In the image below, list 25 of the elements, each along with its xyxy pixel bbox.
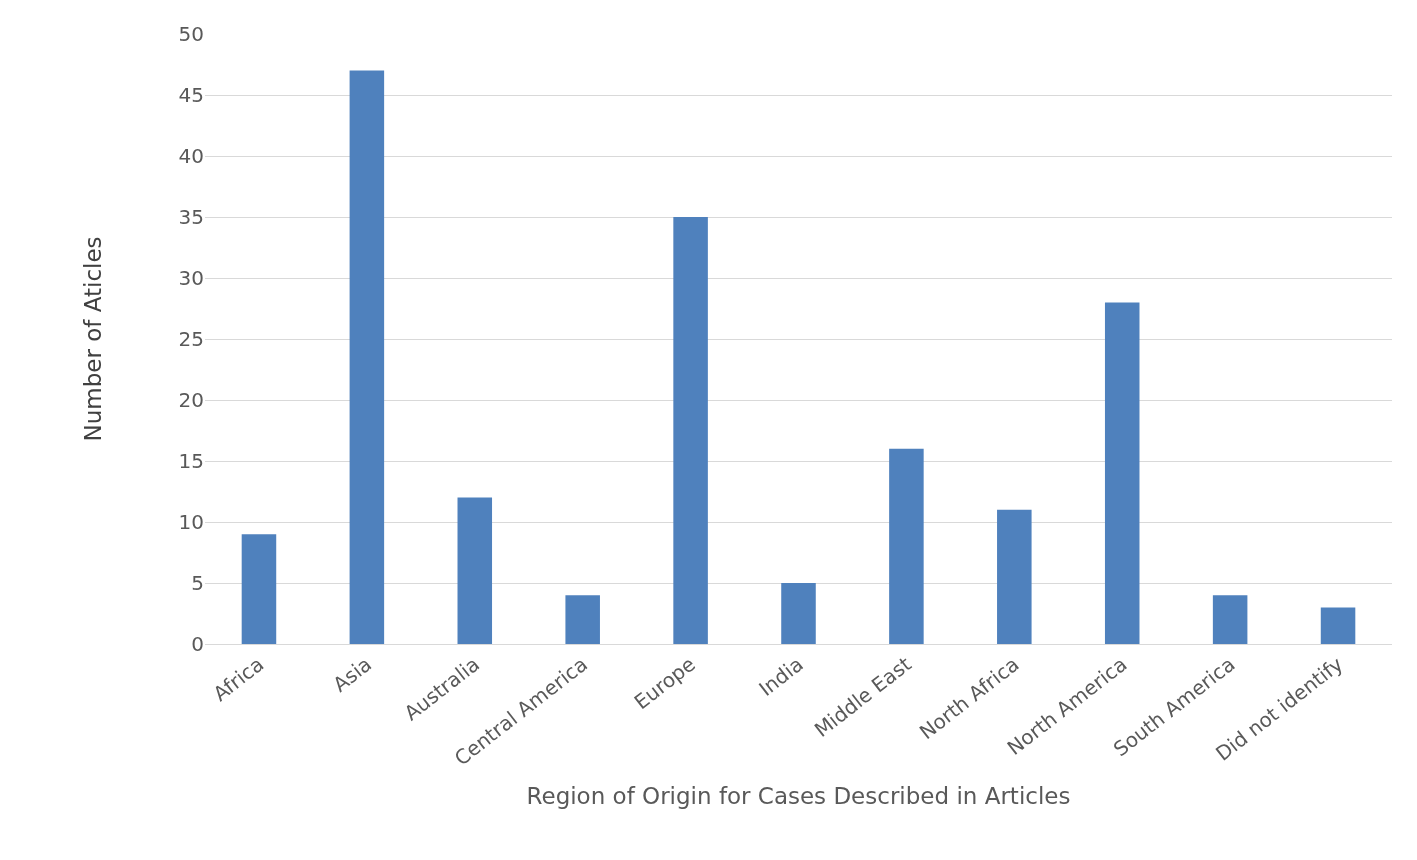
bar (997, 509, 1032, 644)
y-tick-label: 15 (178, 449, 204, 473)
bar (673, 217, 708, 644)
bar (349, 70, 385, 644)
bar (457, 497, 493, 644)
y-tick-label: 0 (191, 632, 204, 656)
bar (781, 583, 816, 644)
y-tick-label: 40 (178, 144, 204, 168)
y-tick-label: 5 (191, 571, 204, 595)
x-tick-label: Asia (328, 651, 377, 697)
y-tick-label: 35 (178, 205, 204, 229)
y-tick-label: 50 (178, 22, 204, 46)
y-tick-label: 10 (178, 510, 204, 534)
bar (241, 534, 277, 644)
y-tick-label: 25 (178, 327, 204, 351)
x-axis-title: Region of Origin for Cases Described in Articles (526, 782, 1071, 809)
bar (889, 448, 924, 644)
bar (1320, 607, 1356, 644)
bar (1212, 595, 1248, 644)
bar (1104, 302, 1140, 644)
y-tick-label: 30 (178, 266, 204, 290)
y-tick-label: 45 (178, 83, 204, 107)
y-axis-title: Number of Aticles (80, 236, 106, 442)
bar (565, 595, 600, 644)
y-tick-label: 20 (178, 388, 204, 412)
